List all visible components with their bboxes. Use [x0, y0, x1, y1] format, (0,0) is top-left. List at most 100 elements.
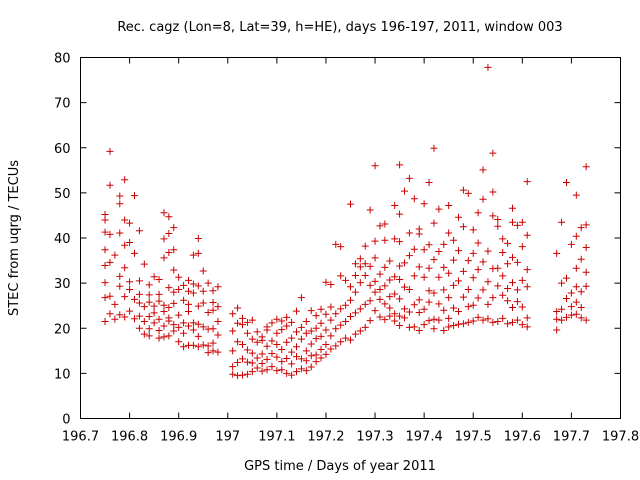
data-point [165, 314, 173, 322]
data-point [150, 273, 158, 281]
data-point [396, 322, 404, 330]
data-point [563, 294, 570, 302]
data-point [464, 189, 472, 197]
data-point [553, 315, 561, 323]
data-point [425, 317, 433, 325]
data-point [425, 264, 433, 272]
data-point [165, 229, 173, 237]
data-point [396, 295, 404, 303]
data-point [160, 308, 168, 316]
data-point [111, 315, 119, 323]
data-point [204, 308, 212, 316]
data-point [150, 302, 158, 310]
data-point [347, 296, 354, 304]
data-point [101, 262, 109, 270]
data-point [440, 286, 448, 294]
data-point [293, 307, 300, 315]
data-point [563, 274, 570, 282]
data-point [273, 315, 281, 323]
data-point [499, 235, 507, 243]
data-point [140, 330, 148, 338]
data-point [351, 309, 359, 317]
data-point [401, 305, 408, 313]
data-point [484, 315, 492, 323]
data-point [180, 296, 188, 304]
data-point [376, 313, 384, 321]
data-point [243, 329, 251, 337]
data-point [234, 304, 242, 312]
data-point [317, 354, 325, 362]
data-point [523, 283, 531, 291]
data-point [558, 279, 566, 287]
data-point [351, 330, 359, 338]
data-point [469, 301, 477, 309]
data-point [116, 192, 124, 200]
data-point [106, 181, 114, 189]
data-point [366, 297, 374, 305]
data-point [445, 294, 453, 302]
data-point [155, 297, 163, 305]
data-point [248, 335, 256, 343]
data-point [283, 354, 291, 362]
data-point [165, 303, 173, 311]
data-point [170, 288, 178, 296]
data-point [396, 312, 404, 320]
data-point [582, 243, 590, 251]
data-point [126, 278, 134, 286]
data-point [175, 285, 183, 293]
data-point [253, 364, 261, 372]
data-point [356, 263, 364, 271]
y-tick-label: 80 [54, 52, 71, 67]
data-point [175, 273, 183, 281]
data-point [116, 272, 124, 280]
data-point [322, 310, 330, 318]
data-point [273, 353, 281, 361]
data-point [435, 205, 443, 213]
data-point [366, 262, 374, 270]
data-point [199, 267, 207, 275]
data-point [445, 323, 453, 331]
data-point [140, 317, 148, 325]
data-point [445, 202, 453, 210]
data-point [425, 298, 433, 306]
data-point [248, 316, 256, 324]
data-point [243, 318, 251, 326]
data-point [396, 262, 404, 270]
data-point [302, 357, 310, 365]
data-point [180, 329, 188, 337]
data-point [572, 283, 580, 291]
data-point [366, 206, 374, 214]
data-point [135, 324, 143, 332]
data-point [435, 316, 443, 324]
data-point [317, 305, 325, 313]
data-point [160, 254, 168, 262]
data-point [140, 260, 148, 268]
data-point [401, 259, 408, 267]
data-point [268, 363, 276, 371]
data-point [239, 355, 246, 363]
data-point [518, 303, 526, 311]
data-point [145, 313, 153, 321]
data-point [204, 342, 212, 350]
data-point [553, 249, 561, 257]
data-point [194, 332, 202, 340]
data-point [361, 271, 369, 279]
data-point [455, 247, 462, 255]
data-point [258, 350, 266, 358]
data-point [342, 317, 350, 325]
data-point [239, 314, 246, 322]
data-point [499, 291, 507, 299]
data-point [170, 327, 178, 335]
data-point [307, 352, 315, 360]
data-point [116, 282, 124, 290]
data-point [145, 298, 153, 306]
data-point [396, 276, 404, 284]
data-point [489, 188, 497, 196]
data-point [165, 248, 173, 256]
data-point [376, 295, 384, 303]
data-point [322, 326, 330, 334]
data-point [445, 269, 453, 277]
data-point [229, 327, 237, 335]
data-point [332, 240, 340, 248]
data-point [342, 334, 350, 342]
